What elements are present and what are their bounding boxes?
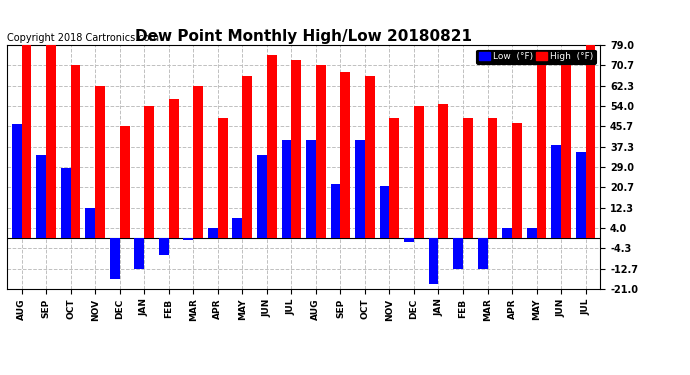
Bar <box>316 65 326 238</box>
Bar <box>135 238 144 269</box>
Bar <box>561 55 571 238</box>
Text: Copyright 2018 Cartronics.com: Copyright 2018 Cartronics.com <box>7 33 159 43</box>
Bar <box>242 76 252 238</box>
Bar <box>282 140 291 238</box>
Bar <box>365 76 375 238</box>
Bar <box>331 184 340 238</box>
Bar <box>144 106 154 238</box>
Bar <box>46 45 56 238</box>
Bar <box>537 54 546 238</box>
Bar <box>110 238 119 279</box>
Bar <box>61 168 70 238</box>
Bar <box>169 99 179 238</box>
Bar <box>12 124 21 238</box>
Bar <box>575 152 586 238</box>
Bar <box>463 118 473 238</box>
Bar <box>95 86 105 238</box>
Bar <box>340 72 351 238</box>
Bar <box>380 186 389 238</box>
Bar <box>586 45 595 238</box>
Bar <box>193 86 203 238</box>
Bar <box>453 238 463 269</box>
Bar <box>404 238 414 243</box>
Bar <box>438 104 449 238</box>
Bar <box>551 145 561 238</box>
Bar <box>208 228 218 238</box>
Bar <box>184 238 193 240</box>
Bar <box>502 228 512 238</box>
Bar <box>291 60 301 238</box>
Legend: Low  (°F), High  (°F): Low (°F), High (°F) <box>476 50 595 64</box>
Bar <box>119 126 130 238</box>
Bar <box>70 65 81 238</box>
Bar <box>267 55 277 238</box>
Bar <box>488 118 497 238</box>
Bar <box>414 106 424 238</box>
Bar <box>21 45 32 238</box>
Bar <box>257 155 267 238</box>
Bar <box>389 118 400 238</box>
Bar <box>233 218 242 238</box>
Bar <box>37 155 46 238</box>
Bar <box>86 208 95 238</box>
Bar <box>306 140 316 238</box>
Bar <box>477 238 488 269</box>
Bar <box>512 123 522 238</box>
Bar <box>428 238 438 284</box>
Title: Dew Point Monthly High/Low 20180821: Dew Point Monthly High/Low 20180821 <box>135 29 472 44</box>
Bar <box>159 238 169 255</box>
Bar <box>218 118 228 238</box>
Bar <box>355 140 365 238</box>
Bar <box>526 228 537 238</box>
